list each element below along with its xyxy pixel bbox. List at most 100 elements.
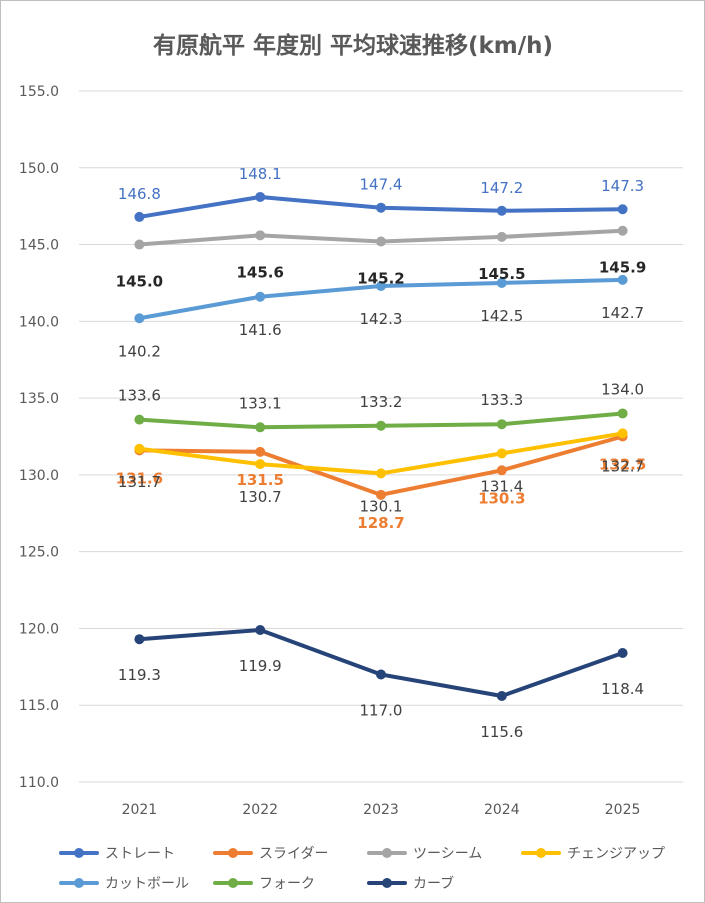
data-label: 130.7 <box>239 488 282 506</box>
data-point <box>376 281 386 292</box>
data-point <box>255 624 266 635</box>
y-axis: 110.0 115.0 120.0 125.0 130.0 135.0 140.0 145.0… <box>19 84 59 791</box>
data-point <box>255 291 266 302</box>
data-point <box>496 419 507 430</box>
data-point <box>134 414 145 425</box>
data-point <box>496 277 507 288</box>
y-tick-label: 130.0 <box>19 468 59 484</box>
y-tick-label: 140.0 <box>19 314 59 330</box>
data-point <box>134 443 145 454</box>
data-point <box>496 465 507 476</box>
data-label: 131.5 <box>236 471 283 489</box>
legend-item: フォーク <box>213 876 315 892</box>
data-label: 145.5 <box>478 265 525 283</box>
data-label: 133.2 <box>360 393 403 411</box>
data-label: 132.7 <box>601 457 644 475</box>
data-label: 134.0 <box>601 380 644 398</box>
data-point <box>496 231 507 242</box>
data-label: 142.3 <box>360 310 403 328</box>
legend-swatch-marker <box>74 878 84 888</box>
y-tick-label: 115.0 <box>19 698 59 714</box>
data-point <box>617 204 628 215</box>
y-tick-label: 125.0 <box>19 545 59 561</box>
data-point <box>134 313 145 324</box>
series-line-7 <box>137 627 625 699</box>
data-label: 133.1 <box>239 394 282 412</box>
y-tick-label: 110.0 <box>19 775 59 791</box>
series-lines <box>134 191 628 702</box>
data-label: 118.4 <box>601 680 644 698</box>
data-point <box>134 634 145 645</box>
data-label: 130.3 <box>478 489 525 507</box>
data-label: 130.1 <box>360 497 403 515</box>
x-tick-label: 2023 <box>363 802 399 818</box>
x-tick-label: 2021 <box>122 802 158 818</box>
data-label: 147.2 <box>480 179 523 197</box>
data-label: 140.2 <box>118 342 161 360</box>
legend-swatch-marker <box>536 848 546 858</box>
data-label: 133.3 <box>480 391 523 409</box>
y-tick-label: 120.0 <box>19 621 59 637</box>
data-labels: 146.8 148.1 147.4 147.2 147.3 131.6 131.5 128.7… <box>116 165 647 741</box>
data-label: 146.8 <box>118 185 161 203</box>
data-point <box>617 408 628 419</box>
data-label: 131.6 <box>116 469 163 487</box>
data-label: 147.3 <box>601 177 644 195</box>
data-point <box>617 648 628 659</box>
data-label: 142.5 <box>480 307 523 325</box>
data-label: 145.2 <box>357 269 404 287</box>
data-point <box>376 202 386 213</box>
data-label: 148.1 <box>239 165 282 183</box>
data-label: 119.3 <box>118 666 161 684</box>
legend-item: カットボール <box>59 876 189 892</box>
data-point <box>134 239 145 250</box>
data-label: 131.7 <box>118 473 161 491</box>
data-point <box>496 448 507 459</box>
data-label: 128.7 <box>357 514 404 532</box>
legend-label: カーブ <box>413 875 454 892</box>
legend-label: フォーク <box>259 876 315 892</box>
legend-swatch-marker <box>382 878 392 888</box>
data-label: 132.5 <box>599 456 646 474</box>
legend-label: スライダー <box>259 846 328 862</box>
chart-title: 有原航平 年度別 平均球速推移(km/h) <box>153 32 553 59</box>
data-label: 115.6 <box>480 723 523 741</box>
data-label: 145.0 <box>116 273 163 291</box>
y-tick-label: 135.0 <box>19 391 59 407</box>
data-label: 133.6 <box>118 387 161 405</box>
data-label: 145.9 <box>599 259 646 277</box>
data-label: 119.9 <box>239 657 282 675</box>
legend-swatch-marker <box>228 878 238 888</box>
data-label: 147.4 <box>360 176 403 194</box>
data-label: 145.6 <box>236 263 283 281</box>
data-point <box>376 489 386 500</box>
legend-item: ツーシーム <box>367 846 482 862</box>
data-point <box>134 211 145 222</box>
legend-item: チェンジアップ <box>521 846 665 862</box>
y-tick-label: 150.0 <box>19 161 59 177</box>
legend-label: カットボール <box>105 876 189 892</box>
x-tick-label: 2022 <box>242 802 278 818</box>
legend-item: スライダー <box>213 846 328 862</box>
data-label: 117.0 <box>360 702 403 720</box>
legend-label: チェンジアップ <box>567 846 665 862</box>
data-point <box>496 205 507 216</box>
data-point <box>496 691 507 702</box>
data-point <box>255 230 266 241</box>
data-point <box>617 274 628 285</box>
legend-item: ストレート <box>59 846 175 862</box>
data-point <box>255 459 266 470</box>
series-line-4 <box>137 431 625 476</box>
data-point <box>376 420 386 431</box>
data-point <box>376 236 386 247</box>
data-point <box>255 422 266 433</box>
x-axis: 2021 2022 2023 2024 2025 <box>122 802 641 818</box>
data-point <box>617 225 628 236</box>
y-tick-label: 155.0 <box>19 84 59 100</box>
legend-item: カーブ <box>367 875 454 892</box>
data-label: 141.6 <box>239 321 282 339</box>
legend-swatch-marker <box>382 848 392 858</box>
